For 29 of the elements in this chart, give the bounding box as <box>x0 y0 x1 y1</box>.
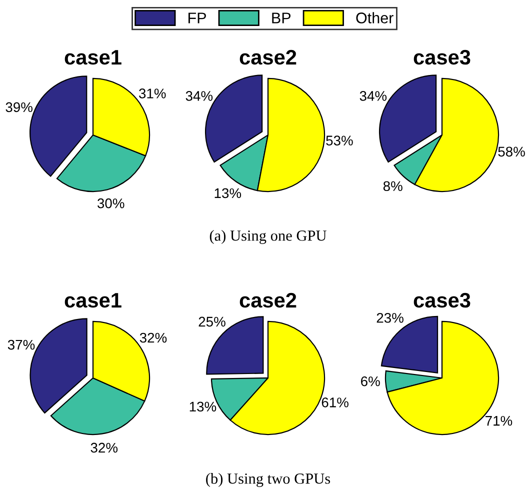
data-label: 71% <box>486 416 512 426</box>
text: case1 <box>64 50 122 65</box>
data-label: 39% <box>6 102 32 112</box>
data-label: 23% <box>376 312 404 323</box>
data-label: 58% <box>498 146 525 157</box>
data-label: 30% <box>97 198 124 208</box>
chart-title: case2 <box>240 292 296 308</box>
text: (b) Using two GPUs <box>206 473 330 487</box>
chart-title: case3 <box>414 50 470 65</box>
data-label: 32% <box>140 332 167 343</box>
legend-label: Other <box>356 12 394 24</box>
chart-title: case1 <box>64 293 122 308</box>
text: (a) Using one GPU <box>210 230 326 244</box>
data-label: 6% <box>361 376 380 386</box>
data-label: 53% <box>326 136 353 146</box>
chart-title: case2 <box>240 50 296 65</box>
legend-label: FP <box>188 12 206 24</box>
chart-title: case3 <box>414 292 470 308</box>
data-label: 37% <box>8 340 35 350</box>
data-label: 34% <box>360 91 387 101</box>
data-label: 8% <box>383 181 402 192</box>
data-label: 13% <box>190 402 216 412</box>
legend-label: BP <box>272 12 291 24</box>
data-label: 31% <box>139 88 166 98</box>
data-label: 34% <box>186 91 213 101</box>
data-label: 25% <box>198 316 226 327</box>
data-label: 13% <box>214 188 242 198</box>
data-label: 32% <box>90 442 118 453</box>
data-label: 61% <box>322 398 348 408</box>
